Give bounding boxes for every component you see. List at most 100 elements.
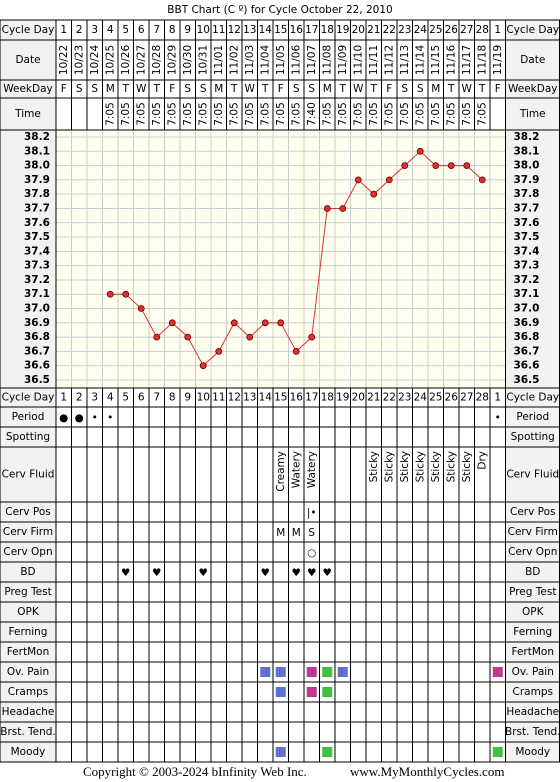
observation-cell: ♥ [199, 567, 208, 579]
weekday: T [122, 83, 130, 95]
row-label: BD [525, 566, 540, 578]
time: 7:05 [383, 102, 395, 126]
observation-cell: Dry [476, 451, 488, 470]
cycle-day: 15 [274, 24, 287, 36]
date: 11/05 [275, 45, 287, 75]
temp-point [447, 162, 455, 169]
time: 7:05 [197, 102, 209, 126]
observation-cell: Sticky [368, 451, 380, 482]
date: 11/08 [321, 45, 333, 75]
date: 11/11 [368, 45, 380, 75]
row-label: BD [20, 566, 35, 578]
temp-point [308, 333, 316, 341]
time: 7:40 [306, 102, 318, 126]
row-label: Ferning [9, 626, 48, 638]
observation-cell: |• [307, 507, 317, 519]
temp-point [230, 319, 238, 327]
temp-point [292, 348, 300, 355]
row-label: Brst. Tend. [0, 726, 56, 738]
temp-point [246, 333, 254, 341]
y-tick-label: 36.7 [514, 345, 540, 357]
weekday: M [214, 83, 223, 95]
weekday: S [200, 83, 207, 95]
y-tick-label: 36.6 [514, 360, 540, 372]
date: 11/17 [461, 45, 473, 75]
y-tick-label: 38.0 [24, 160, 50, 172]
cycle-day: 20 [352, 24, 365, 36]
y-tick-label: 38.2 [514, 131, 540, 143]
row-label: OPK [522, 606, 545, 618]
time: 7:05 [368, 102, 380, 126]
y-tick-label: 37.8 [24, 188, 50, 200]
row-label: Period [12, 411, 45, 423]
y-tick-label: 36.5 [514, 374, 540, 386]
observation-cell: • [495, 412, 501, 424]
weekday: S [308, 83, 315, 95]
y-tick-label: 36.8 [24, 331, 50, 343]
cycle-day: 17 [305, 24, 318, 36]
label-column [505, 20, 560, 762]
y-tick-label: 37.7 [24, 202, 50, 214]
date: 10/25 [104, 45, 116, 75]
observation-cell: ● [75, 412, 84, 424]
observation-marker [306, 667, 317, 677]
y-tick-label: 36.8 [514, 331, 540, 343]
cycle-day: 24 [414, 24, 428, 36]
y-tick-label: 37.3 [24, 260, 50, 272]
row-label: Cerv Pos [510, 506, 556, 518]
cycle-day: 6 [138, 24, 145, 36]
date: 11/01 [213, 45, 225, 75]
y-tick-label: 37.6 [24, 217, 50, 229]
cycle-day: 10 [197, 24, 210, 36]
time: 7:05 [352, 102, 364, 126]
date: 10/27 [135, 45, 147, 75]
observation-cell: M [276, 527, 285, 539]
cycle-day: 3 [91, 392, 98, 404]
weekday: S [91, 83, 98, 95]
weekday: W [245, 83, 256, 95]
row-label: Time [519, 108, 546, 120]
date: 11/19 [492, 45, 504, 75]
cycle-day: 3 [91, 24, 98, 36]
cycle-day: 27 [460, 24, 473, 36]
observation-marker [275, 747, 286, 757]
time: 7:05 [213, 102, 225, 126]
observation-cell: Sticky [383, 451, 395, 482]
y-tick-label: 37.2 [24, 274, 50, 286]
site-link[interactable]: www.MyMonthlyCycles.com [350, 764, 504, 779]
row-label: Cerv Opn [508, 546, 557, 558]
cycle-day: 19 [336, 24, 349, 36]
time: 7:05 [430, 102, 442, 126]
cycle-day: 28 [476, 24, 489, 36]
cycle-day: 26 [445, 24, 459, 36]
cycle-day: 7 [153, 392, 160, 404]
y-tick-label: 36.5 [24, 374, 50, 386]
time: 7:05 [275, 102, 287, 126]
y-tick-label: 37.8 [514, 188, 540, 200]
temp-point [478, 176, 486, 184]
cycle-day: 16 [290, 392, 304, 404]
row-label: WeekDay [3, 83, 53, 95]
time: 7:05 [337, 102, 349, 126]
weekday: F [61, 83, 67, 95]
weekday: F [386, 83, 392, 95]
y-tick-label: 37.5 [514, 231, 540, 243]
cycle-day: 14 [259, 392, 273, 404]
observation-cell: S [308, 527, 315, 539]
temp-point [401, 162, 409, 169]
temp-point [168, 319, 176, 327]
cycle-day: 1 [60, 24, 67, 36]
cycle-day: 9 [184, 24, 191, 36]
observation-cell: ♥ [121, 567, 130, 579]
y-tick-label: 36.9 [514, 317, 540, 329]
observation-marker [306, 687, 317, 697]
temp-frame [55, 129, 506, 389]
weekday: S [417, 83, 424, 95]
row-label: Cycle Day [2, 392, 55, 404]
date: 10/30 [182, 45, 194, 75]
temp-point [122, 290, 130, 298]
row-label: Cycle Day [506, 392, 559, 404]
weekday: S [184, 83, 191, 95]
temp-point [137, 305, 145, 312]
row-label: Spotting [511, 431, 555, 443]
